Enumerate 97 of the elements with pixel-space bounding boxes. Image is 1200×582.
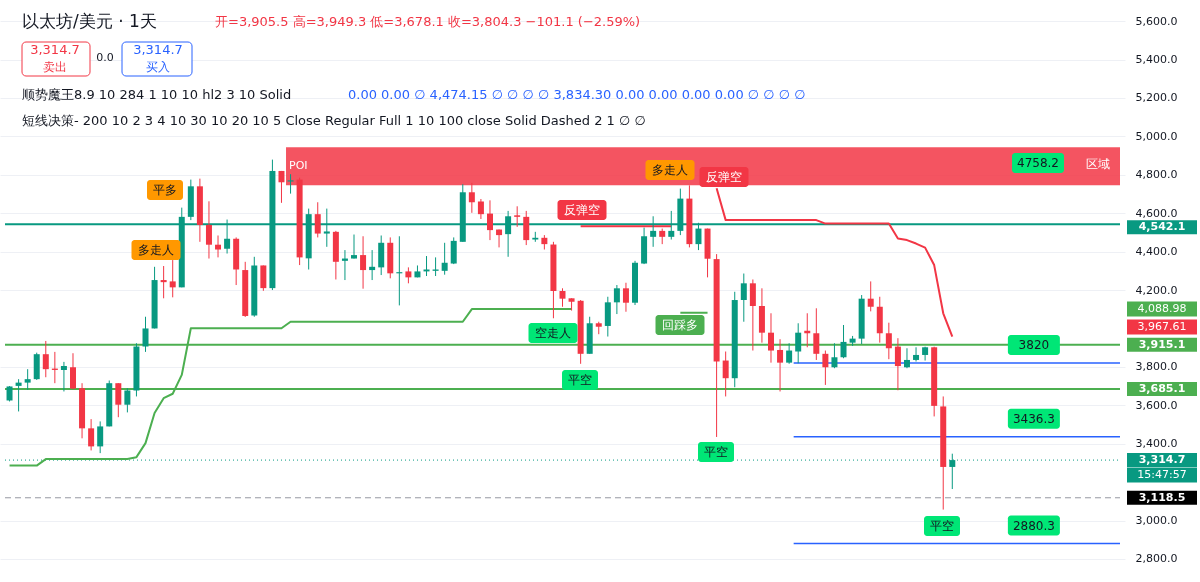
candlestick: [894, 337, 901, 391]
candlestick: [351, 234, 357, 260]
annotation: 顺势魔王8.9 10 284 1 10 10 hl2 3 10 Solid: [22, 87, 292, 102]
y-tick-label: 5,400.0: [1135, 53, 1178, 67]
annotation: 0.0: [96, 51, 114, 64]
text: 开=3,905.5 高=3,949.3 低=3,678.1 收=3,804.3 −101.1 (−2.59%): [215, 14, 641, 29]
y-tick-label: 3,000.0: [1135, 514, 1178, 528]
candlestick: [831, 342, 838, 369]
candlestick: [496, 229, 503, 248]
candlestick: [287, 173, 294, 195]
candlestick: [124, 387, 131, 413]
candlestick: [740, 273, 747, 323]
annotation: 反弹空: [706, 170, 742, 184]
annotation: 平空: [568, 373, 592, 387]
text: 3,967.61: [1137, 320, 1187, 333]
y-tick-label: 5,600.0: [1135, 14, 1178, 28]
candlestick: [604, 296, 611, 338]
candlestick: [722, 351, 729, 397]
y-tick-label: 5,200.0: [1135, 91, 1178, 105]
candlestick: [749, 278, 756, 352]
candlestick: [115, 382, 122, 418]
text: 15:47:57: [1137, 468, 1187, 481]
candlestick: [768, 312, 774, 364]
y-tick-label: 4,200.0: [1135, 283, 1178, 297]
ref-line-label: 3,118.5: [1138, 490, 1186, 504]
ref-line-label: 3,685.1: [1138, 381, 1186, 395]
candlestick: [450, 236, 457, 265]
y-tick-label: 4,600.0: [1135, 206, 1178, 220]
candlestick: [477, 198, 484, 220]
candlestick: [559, 287, 566, 308]
y-tick-label: 2,800.0: [1135, 552, 1178, 566]
candlestick: [613, 284, 620, 315]
candlestick: [24, 368, 31, 391]
annotation: 回踩多: [662, 318, 698, 332]
candlestick: [786, 342, 793, 365]
annotation: 多走人: [652, 163, 688, 177]
candlestick: [142, 316, 149, 353]
text: 以太坊/美元 · 1天: [22, 11, 157, 31]
candlestick: [97, 420, 104, 454]
candlestick: [69, 352, 76, 390]
annotation: 买入: [146, 60, 170, 74]
ref-line-label: 3820: [1018, 338, 1050, 353]
annotation: 0.00 0.00 ∅ 4,474.15 ∅ ∅ ∅ ∅ 3,834.30 0.00 0.00 0.00 0.00 ∅ ∅ ∅ ∅: [348, 87, 806, 102]
band-label: POI: [289, 159, 308, 173]
candlestick: [822, 350, 829, 386]
candlestick: [913, 346, 920, 362]
annotation: 区域: [1086, 157, 1110, 171]
candlestick: [423, 255, 430, 277]
candlestick: [885, 322, 892, 360]
candlestick: [360, 235, 367, 290]
candlestick: [205, 200, 212, 260]
annotation: 平空: [930, 519, 954, 533]
annotation: 反弹空: [564, 203, 600, 217]
candlestick: [278, 170, 285, 204]
candlestick: [777, 338, 784, 392]
candlestick: [88, 418, 95, 451]
candlestick: [867, 280, 874, 312]
y-tick-label: 5,000.0: [1135, 129, 1178, 143]
ref-line-label: 2880.3: [1012, 518, 1055, 533]
candlestick: [42, 340, 49, 378]
ref-line-label: 3,915.1: [1138, 337, 1186, 351]
candlestick: [514, 205, 521, 228]
candlestick: [441, 242, 448, 276]
candlestick: [60, 361, 67, 392]
annotation: 平空: [704, 445, 728, 459]
ref-line-label: 4,542.1: [1138, 220, 1186, 234]
candlestick: [795, 322, 802, 364]
candlestick: [314, 201, 321, 238]
candlestick: [813, 307, 820, 361]
y-tick-label: 4,400.0: [1135, 245, 1178, 259]
candlestick: [169, 259, 176, 298]
annotation: 多走人: [138, 243, 174, 257]
candlestick: [523, 210, 530, 246]
candlestick: [369, 249, 376, 281]
candlestick: [432, 256, 439, 277]
annotation: 空走人: [535, 326, 571, 340]
candlestick: [15, 378, 22, 412]
y-tick-label: 3,600.0: [1135, 398, 1178, 412]
candlestick: [622, 282, 629, 313]
candlestick: [215, 234, 222, 258]
text: 4,088.98: [1137, 302, 1187, 315]
candlestick: [903, 347, 910, 369]
annotation: 短线决策- 200 10 2 3 4 10 30 10 20 10 5 Close Regular Full 1 10 100 close Solid Dashed 2 1 ∅ ∅: [22, 113, 646, 128]
annotation: 3,314.7: [30, 42, 80, 57]
candlestick: [260, 264, 267, 292]
annotation: 平多: [153, 183, 177, 197]
ref-line-label: 3,314.7: [1138, 453, 1186, 467]
y-tick-label: 3,400.0: [1135, 437, 1178, 451]
candlestick: [160, 265, 167, 299]
candlestick: [840, 324, 847, 359]
annotation: 4758.2: [1017, 156, 1059, 170]
y-tick-label: 3,800.0: [1135, 360, 1178, 374]
annotation: 卖出: [43, 60, 67, 74]
annotation: 3,314.7: [133, 42, 183, 57]
candlestick: [486, 199, 493, 241]
y-tick-label: 4,800.0: [1135, 168, 1178, 182]
ref-line-label: 3436.3: [1012, 411, 1055, 426]
